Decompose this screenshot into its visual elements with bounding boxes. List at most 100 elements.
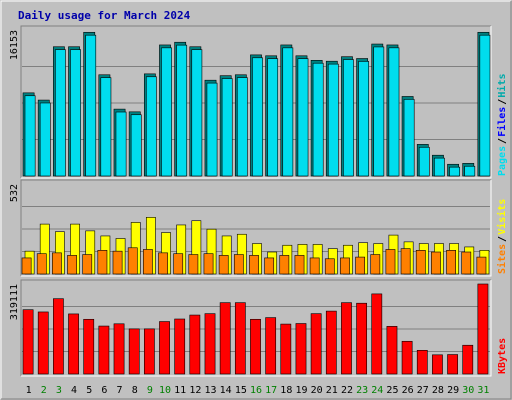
x-tick-label: 16 [250,385,262,396]
bar-kbytes [83,318,95,375]
x-tick-label: 1 [26,385,32,396]
bar-kbytes [371,293,383,375]
bar-sites [461,251,472,275]
bar-kbytes [53,298,64,375]
bar-pages [236,77,248,177]
bar-pages [327,63,339,177]
bar-kbytes [189,314,201,375]
bar-sites [370,254,381,275]
bar-pages [252,57,263,177]
panel-middle-legend-sites: Sites [496,244,508,274]
x-tick-label: 2 [41,385,47,396]
bar-sites [203,253,214,275]
panel-top-legend-pages: Pages [497,146,508,176]
bar-pages [221,78,233,177]
panel-top-legend-separator: / [497,138,508,144]
bar-kbytes [265,317,277,375]
bar-pages [24,95,36,177]
bar-sites [52,252,62,275]
bar-sites [36,253,47,275]
panel-top-ymax-label: 16153 [9,30,20,60]
bar-kbytes [37,311,49,375]
bar-kbytes [341,302,352,375]
bar-sites [249,255,259,275]
x-tick-label: 24 [371,385,383,396]
x-tick-label: 3 [56,385,62,396]
x-tick-label: 8 [132,385,138,396]
bar-kbytes [159,321,170,375]
bar-pages [130,114,142,177]
bar-pages [449,166,460,177]
x-tick-label: 7 [117,385,123,396]
bar-pages [176,44,188,177]
bar-sites [324,258,335,275]
panel-top-legend-files: Files [496,107,508,137]
bar-sites [355,256,366,275]
bar-kbytes [143,328,155,375]
x-tick-label: 23 [356,385,368,396]
panel-top-legend-separator: / [497,99,508,105]
bar-pages [161,47,172,177]
bar-sites [476,256,487,275]
bar-sites [97,250,108,275]
bar-pages [297,58,309,177]
bar-kbytes [356,302,368,375]
x-tick-label: 12 [189,385,201,396]
x-tick-label: 27 [417,385,429,396]
panel-middle-ymax-label: 532 [9,184,20,202]
bar-kbytes [477,283,489,375]
bar-kbytes [295,323,307,375]
bar-sites [127,247,138,275]
bar-kbytes [325,310,337,375]
bar-sites [279,255,290,275]
bar-kbytes [219,302,231,375]
bar-kbytes [280,323,292,375]
bar-kbytes [386,326,398,375]
x-tick-label: 22 [341,385,353,396]
x-tick-label: 5 [86,385,92,396]
bar-sites [112,250,123,275]
bar-sites [385,249,396,275]
bar-pages [267,58,279,177]
x-tick-label: 19 [295,385,307,396]
bar-sites [233,254,244,275]
bar-pages [39,102,51,177]
chart-title: Daily usage for March 2024 [18,9,191,22]
bar-pages [479,34,491,177]
panel-bottom-bevel-light [21,280,492,377]
bar-kbytes [128,328,140,375]
bar-sites [415,250,426,275]
bar-sites [431,251,441,275]
bar-sites [188,254,199,275]
bar-pages [434,157,445,177]
bar-pages [206,82,218,177]
bar-kbytes [22,309,34,375]
bar-sites [309,257,320,275]
bar-kbytes [447,354,458,375]
x-tick-label: 21 [326,385,338,396]
bar-sites [400,248,411,275]
bar-sites [446,250,456,275]
bar-sites [173,253,184,275]
bar-pages [145,76,157,177]
bar-sites [158,252,168,275]
bar-kbytes [68,313,79,375]
bar-pages [418,146,430,177]
x-tick-label: 17 [265,385,277,396]
bar-kbytes [234,302,246,375]
bar-sites [142,249,153,275]
x-tick-label: 9 [147,385,153,396]
x-tick-label: 11 [174,385,186,396]
bar-kbytes [113,323,125,375]
x-tick-label: 20 [311,385,323,396]
x-tick-label: 26 [402,385,414,396]
bar-sites [340,257,350,275]
x-tick-label: 18 [280,385,292,396]
bar-pages [343,59,354,177]
x-tick-label: 14 [220,385,232,396]
bar-sites [218,255,229,275]
x-tick-label: 13 [204,385,216,396]
panel-top-bevel-dark [20,25,491,178]
